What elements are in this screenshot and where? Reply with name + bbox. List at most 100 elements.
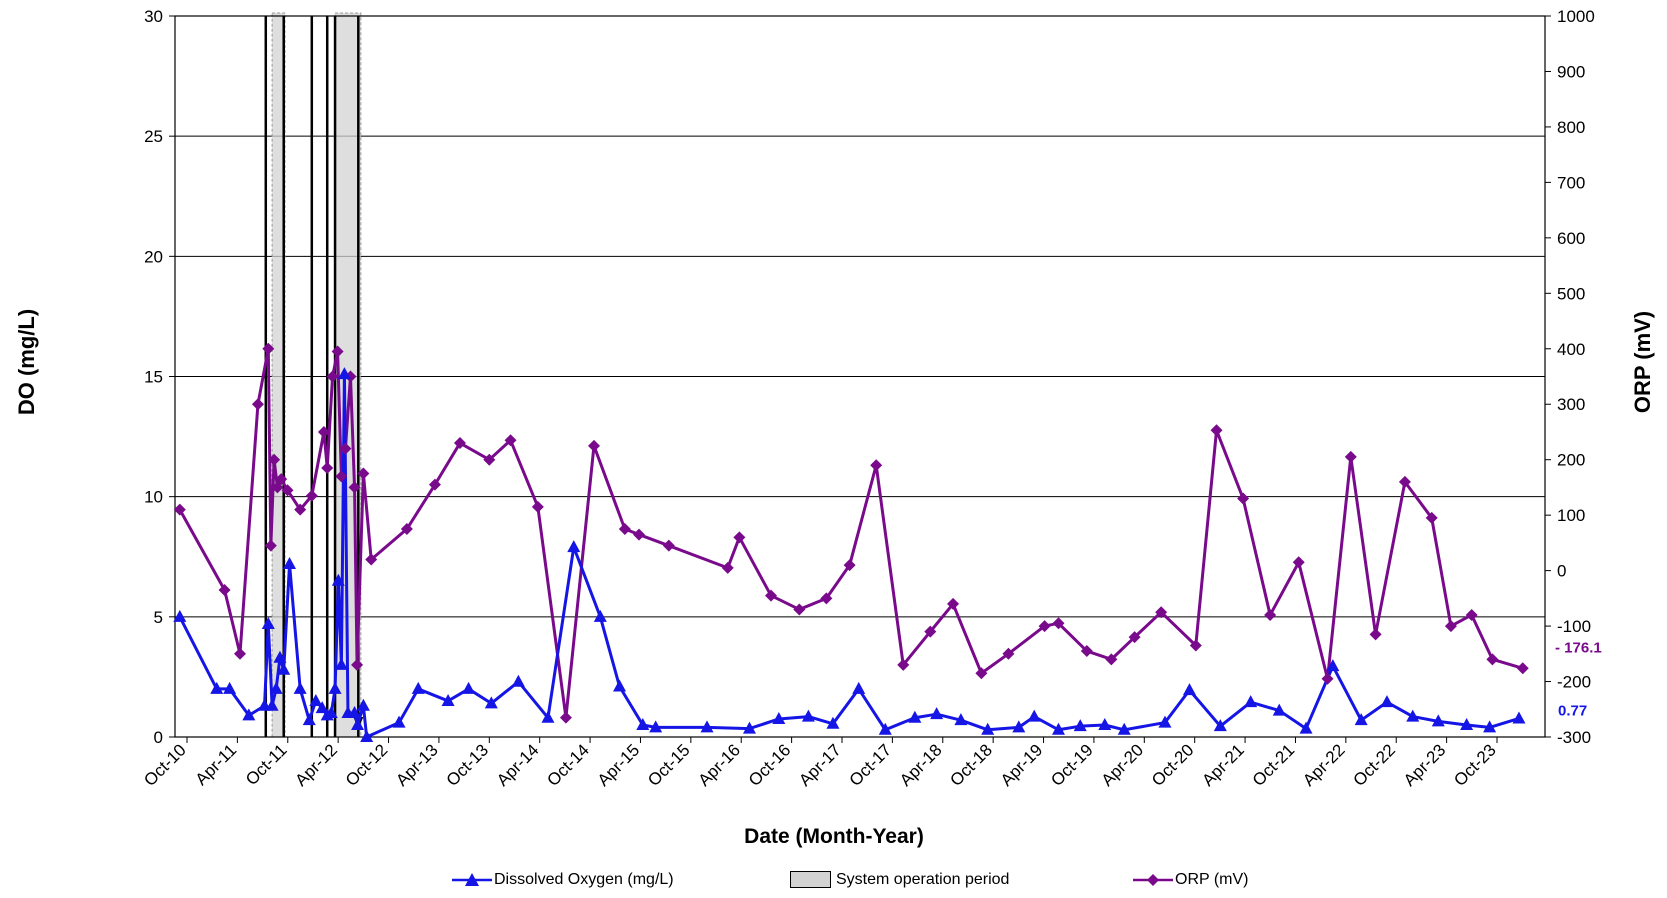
orp-point — [251, 398, 264, 411]
x-tick-label: Apr-11 — [192, 740, 241, 789]
y-left-tick-label: 30 — [144, 7, 163, 26]
series-markers — [173, 342, 1529, 742]
orp-end-value: - 176.1 — [1555, 639, 1602, 656]
orp-point — [348, 481, 361, 494]
orp-point — [793, 603, 806, 616]
orp-point — [531, 500, 544, 513]
do-point — [484, 696, 498, 709]
orp-point — [326, 370, 339, 383]
orp-point — [305, 489, 318, 502]
x-tick-label: Apr-15 — [594, 740, 644, 790]
orp-point — [264, 539, 277, 552]
orp-point — [294, 503, 307, 516]
do-point — [1051, 722, 1065, 735]
orp-point — [662, 539, 675, 552]
x-tick-label: Oct-19 — [1047, 740, 1097, 790]
x-tick-label: Apr-12 — [291, 740, 341, 790]
orp-point — [1128, 631, 1141, 644]
y-right-tick-label: 200 — [1557, 451, 1585, 470]
do-point — [930, 707, 944, 720]
do-point — [328, 681, 342, 694]
do-point — [1483, 720, 1497, 733]
orp-point — [618, 523, 631, 536]
orp-point — [335, 470, 348, 483]
orp-point — [173, 503, 186, 516]
orp-point — [1264, 608, 1277, 621]
orp-point — [1105, 653, 1118, 666]
do-end-value: 0.77 — [1558, 702, 1587, 719]
operation-band — [271, 12, 286, 738]
x-tick-label: Oct-23 — [1450, 740, 1500, 790]
orp-point — [1189, 639, 1202, 652]
do-point — [567, 540, 581, 553]
orp-point — [1516, 662, 1529, 675]
do-point — [411, 681, 425, 694]
y-right-tick-label: 300 — [1557, 395, 1585, 414]
orp-point — [632, 528, 645, 541]
series-lines — [178, 347, 1524, 739]
x-tick-label: Apr-18 — [896, 740, 946, 790]
y-right-tick-label: -300 — [1557, 728, 1591, 747]
do-point — [265, 698, 279, 711]
legend-band-swatch — [790, 871, 831, 888]
do-point — [1158, 715, 1172, 728]
x-tick-label: Apr-17 — [795, 740, 845, 790]
x-axis-title: Date (Month-Year) — [744, 825, 924, 848]
orp-point — [317, 425, 330, 438]
orp-point — [483, 453, 496, 466]
do-point — [1512, 711, 1526, 724]
orp-point — [870, 459, 883, 472]
do-point — [1431, 714, 1445, 727]
do-point — [1182, 683, 1196, 696]
do-point — [1213, 719, 1227, 732]
do-point — [852, 681, 866, 694]
y-right-tick-label: 1000 — [1557, 7, 1595, 26]
orp-point — [1398, 475, 1411, 488]
do-point — [324, 705, 338, 718]
x-tick-label: Oct-10 — [140, 740, 190, 790]
x-tick-label: Oct-22 — [1350, 740, 1400, 790]
do-point — [981, 722, 995, 735]
do-point — [1354, 713, 1368, 726]
orp-point — [1444, 620, 1457, 633]
orp-point — [587, 439, 600, 452]
do-point — [242, 708, 256, 721]
x-tick-label: Apr-14 — [493, 740, 543, 790]
orp-point — [947, 597, 960, 610]
orp-point — [1052, 617, 1065, 630]
y-right-tick-label: -100 — [1557, 617, 1591, 636]
orp-point — [268, 453, 281, 466]
x-tick-label: Apr-21 — [1198, 740, 1248, 790]
y-left-tick-label: 15 — [144, 368, 163, 387]
y-right-tick-label: 700 — [1557, 173, 1585, 192]
do-point — [908, 710, 922, 723]
x-tick-label: Apr-20 — [1098, 740, 1148, 790]
do-point — [315, 701, 329, 714]
x-tick-label: Oct-14 — [543, 740, 593, 790]
do-point — [878, 722, 892, 735]
x-tick-label: Oct-17 — [846, 740, 896, 790]
y-left-tick-label: 20 — [144, 247, 163, 266]
do-point — [541, 710, 555, 723]
orp-point — [428, 478, 441, 491]
orp-point — [233, 647, 246, 660]
x-tick-label: Apr-13 — [392, 740, 442, 790]
y-right-tick-label: 900 — [1557, 62, 1585, 81]
orp-point — [357, 467, 370, 480]
do-point — [277, 662, 291, 675]
do-point — [356, 698, 370, 711]
do-point — [348, 705, 362, 718]
do-point — [1380, 695, 1394, 708]
x-tick-label: Oct-21 — [1249, 740, 1299, 790]
y-right-tick-label: 0 — [1557, 562, 1566, 581]
x-tick-label: Oct-13 — [443, 740, 493, 790]
legend-band-label: System operation period — [836, 871, 1010, 888]
orp-point — [1038, 620, 1051, 633]
orp-point — [1425, 511, 1438, 524]
y-axis-left-title: DO (mg/L) — [14, 309, 39, 415]
orp-point — [365, 553, 378, 566]
y-left-tick-label: 10 — [144, 488, 163, 507]
y-right-tick-label: -200 — [1557, 673, 1591, 692]
y-left-tick-label: 5 — [154, 608, 163, 627]
